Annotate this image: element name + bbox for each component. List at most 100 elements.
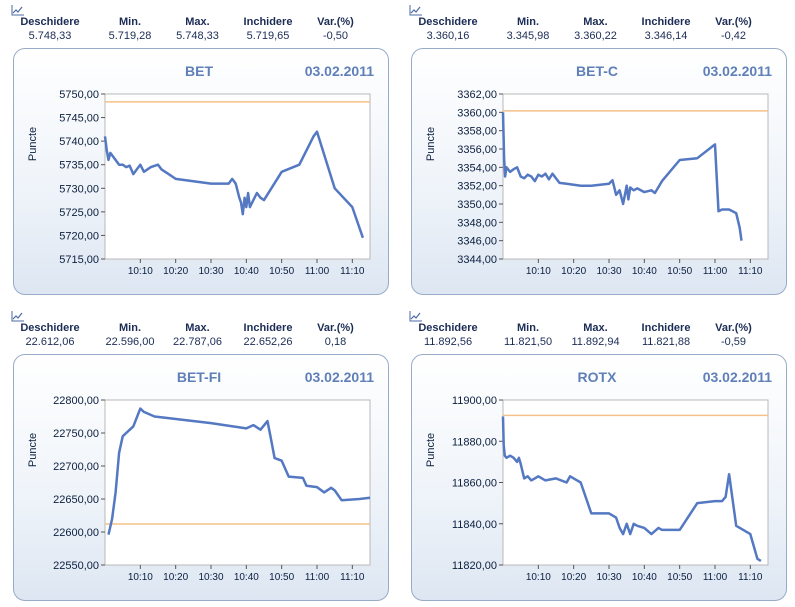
value-change: -0,50: [322, 30, 349, 42]
value-change: -0,42: [720, 30, 747, 42]
plot-area: [104, 399, 371, 566]
chart-title: BET: [185, 63, 213, 79]
chart-panel: 11820,00 11840,00 11860,00 11880,00 11900,00…: [411, 354, 787, 601]
y-tick-label: 3358,00: [457, 126, 497, 138]
x-tick-label: 10:20: [561, 572, 586, 583]
x-tick-label: 10:40: [234, 572, 259, 583]
y-tick-label: 22650,00: [53, 494, 99, 506]
value-close: 5.719,65: [246, 30, 290, 42]
chart-icon[interactable]: [409, 4, 423, 16]
y-tick-label: 5735,00: [59, 160, 99, 172]
stats-header-row: Deschidere Min. Max. Inchidere Var.(%): [398, 16, 790, 30]
y-tick-label: 22600,00: [53, 527, 99, 539]
header-change: Var.(%): [317, 322, 354, 334]
stats-value-row: 22.612,06 22.596,00 22.787,06 22.652,26 …: [0, 336, 392, 350]
x-tick-label: 10:50: [269, 572, 294, 583]
chart-svg: 11820,00 11840,00 11860,00 11880,00 11900,00…: [452, 395, 769, 583]
value-min: 3.345,98: [506, 30, 550, 42]
header-open: Deschidere: [418, 16, 478, 28]
value-min: 5.719,28: [108, 30, 152, 42]
chart-title: ROTX: [577, 369, 617, 385]
y-tick-label: 3354,00: [457, 162, 497, 174]
y-tick-label: 5720,00: [59, 230, 99, 242]
header-change: Var.(%): [715, 322, 752, 334]
x-tick-label: 10:10: [128, 266, 153, 277]
value-max: 5.748,33: [176, 30, 219, 42]
y-tick-label: 3352,00: [457, 181, 497, 193]
chart-title: BET-FI: [176, 369, 222, 385]
chart-panel: 3344,00 3346,00 3348,00 3350,00 3352,00 3354,…: [411, 48, 787, 295]
y-tick-label: 3344,00: [457, 254, 497, 266]
value-max: 22.787,06: [173, 336, 222, 348]
header-close: Inchidere: [243, 322, 293, 334]
chart-title: BET-C: [576, 63, 618, 79]
chart-svg: 22550,00 22600,00 22650,00 22700,00 22750,00…: [53, 395, 371, 583]
chart-icon[interactable]: [409, 310, 423, 322]
x-tick-label: 10:50: [269, 266, 294, 277]
header-min: Min.: [119, 322, 141, 334]
x-tick-label: 10:20: [561, 266, 586, 277]
y-tick-label: 11900,00: [452, 395, 497, 407]
value-open: 5.748,33: [28, 30, 72, 42]
y-tick-label: 5725,00: [59, 207, 99, 219]
index-series-line: [501, 416, 762, 562]
stats-header-row: Deschidere Min. Max. Inchidere Var.(%): [0, 16, 392, 30]
x-tick-label: 11:10: [738, 266, 763, 277]
x-tick-label: 10:30: [198, 572, 223, 583]
x-tick-label: 11:00: [305, 266, 330, 277]
y-tick-label: 11860,00: [452, 478, 497, 490]
y-tick-label: 11840,00: [452, 519, 497, 531]
x-tick-label: 10:50: [667, 572, 692, 583]
plot-area: [502, 399, 769, 566]
chart-icon[interactable]: [11, 310, 25, 322]
y-tick-label: 22750,00: [53, 428, 99, 440]
value-open: 11.892,56: [423, 336, 473, 348]
header-close: Inchidere: [243, 16, 293, 28]
header-open: Deschidere: [418, 322, 478, 334]
chart-svg: 3344,00 3346,00 3348,00 3350,00 3352,00 3354,…: [457, 89, 769, 277]
value-close: 22.652,26: [243, 336, 293, 348]
x-tick-label: 10:30: [596, 572, 621, 583]
header-close: Inchidere: [641, 16, 691, 28]
x-tick-label: 11:00: [703, 572, 728, 583]
stats-header-row: Deschidere Min. Max. Inchidere Var.(%): [0, 322, 392, 336]
x-tick-label: 11:10: [738, 572, 763, 583]
header-max: Max.: [583, 322, 608, 334]
y-tick-label: 5740,00: [59, 136, 99, 148]
value-min: 11.821,50: [503, 336, 553, 348]
header-open: Deschidere: [20, 16, 80, 28]
y-axis-label: Puncte: [425, 126, 437, 162]
value-max: 11.892,94: [571, 336, 620, 348]
value-close: 11.821,88: [641, 336, 691, 348]
x-tick-label: 10:20: [163, 266, 188, 277]
x-tick-label: 10:10: [128, 572, 153, 583]
y-axis-label: Puncte: [27, 126, 39, 162]
y-tick-label: 5730,00: [59, 183, 99, 195]
y-tick-label: 5745,00: [59, 113, 99, 125]
stats-value-row: 11.892,56 11.821,50 11.892,94 11.821,88 …: [398, 336, 790, 350]
value-change: 0,18: [324, 336, 347, 348]
y-tick-label: 5750,00: [59, 89, 99, 101]
plot-area: [104, 93, 371, 260]
stats-header-row: Deschidere Min. Max. Inchidere Var.(%): [398, 322, 790, 336]
chart-icon[interactable]: [11, 4, 25, 16]
x-tick-label: 10:30: [198, 266, 223, 277]
y-axis-label: Puncte: [27, 432, 39, 468]
header-close: Inchidere: [641, 322, 691, 334]
y-tick-label: 3346,00: [457, 236, 497, 248]
stats-value-row: 3.360,16 3.345,98 3.360,22 3.346,14 -0,4…: [398, 30, 790, 44]
y-tick-label: 3350,00: [457, 199, 497, 211]
chart-date: 03.02.2011: [304, 63, 374, 79]
x-tick-label: 10:40: [632, 266, 657, 277]
value-change: -0,59: [720, 336, 747, 348]
y-tick-label: 3362,00: [457, 89, 497, 101]
y-tick-label: 22800,00: [53, 395, 99, 407]
header-max: Max.: [185, 16, 210, 28]
x-tick-label: 10:10: [526, 266, 551, 277]
chart-date: 03.02.2011: [702, 369, 772, 385]
chart-svg: 5715,00 5720,00 5725,00 5730,00 5735,00 5740,…: [59, 89, 371, 277]
header-min: Min.: [517, 16, 539, 28]
header-max: Max.: [583, 16, 608, 28]
header-change: Var.(%): [715, 16, 752, 28]
header-open: Deschidere: [20, 322, 80, 334]
